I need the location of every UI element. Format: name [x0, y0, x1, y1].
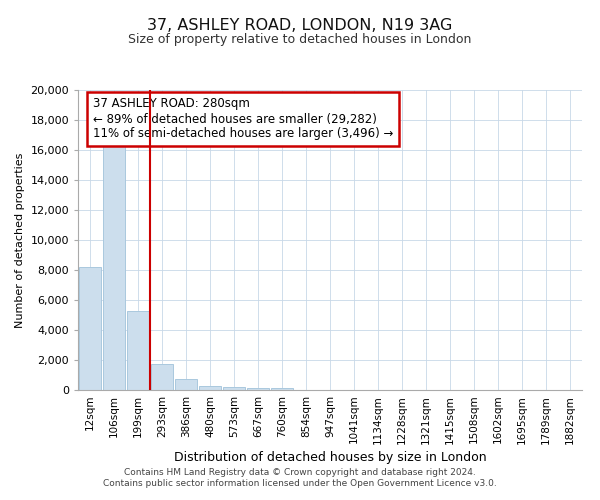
Y-axis label: Number of detached properties: Number of detached properties — [15, 152, 25, 328]
X-axis label: Distribution of detached houses by size in London: Distribution of detached houses by size … — [173, 450, 487, 464]
Bar — [127, 310, 149, 390]
Text: Contains HM Land Registry data © Crown copyright and database right 2024.
Contai: Contains HM Land Registry data © Crown c… — [103, 468, 497, 487]
Bar — [271, 388, 293, 390]
Text: 37 ASHLEY ROAD: 280sqm
← 89% of detached houses are smaller (29,282)
11% of semi: 37 ASHLEY ROAD: 280sqm ← 89% of detached… — [93, 98, 394, 140]
Bar — [79, 267, 101, 390]
Bar — [151, 364, 173, 390]
Bar — [247, 388, 269, 390]
Bar — [103, 142, 125, 390]
Bar — [199, 386, 221, 390]
Text: Size of property relative to detached houses in London: Size of property relative to detached ho… — [128, 32, 472, 46]
Text: 37, ASHLEY ROAD, LONDON, N19 3AG: 37, ASHLEY ROAD, LONDON, N19 3AG — [148, 18, 452, 32]
Bar — [223, 387, 245, 390]
Bar — [175, 379, 197, 390]
